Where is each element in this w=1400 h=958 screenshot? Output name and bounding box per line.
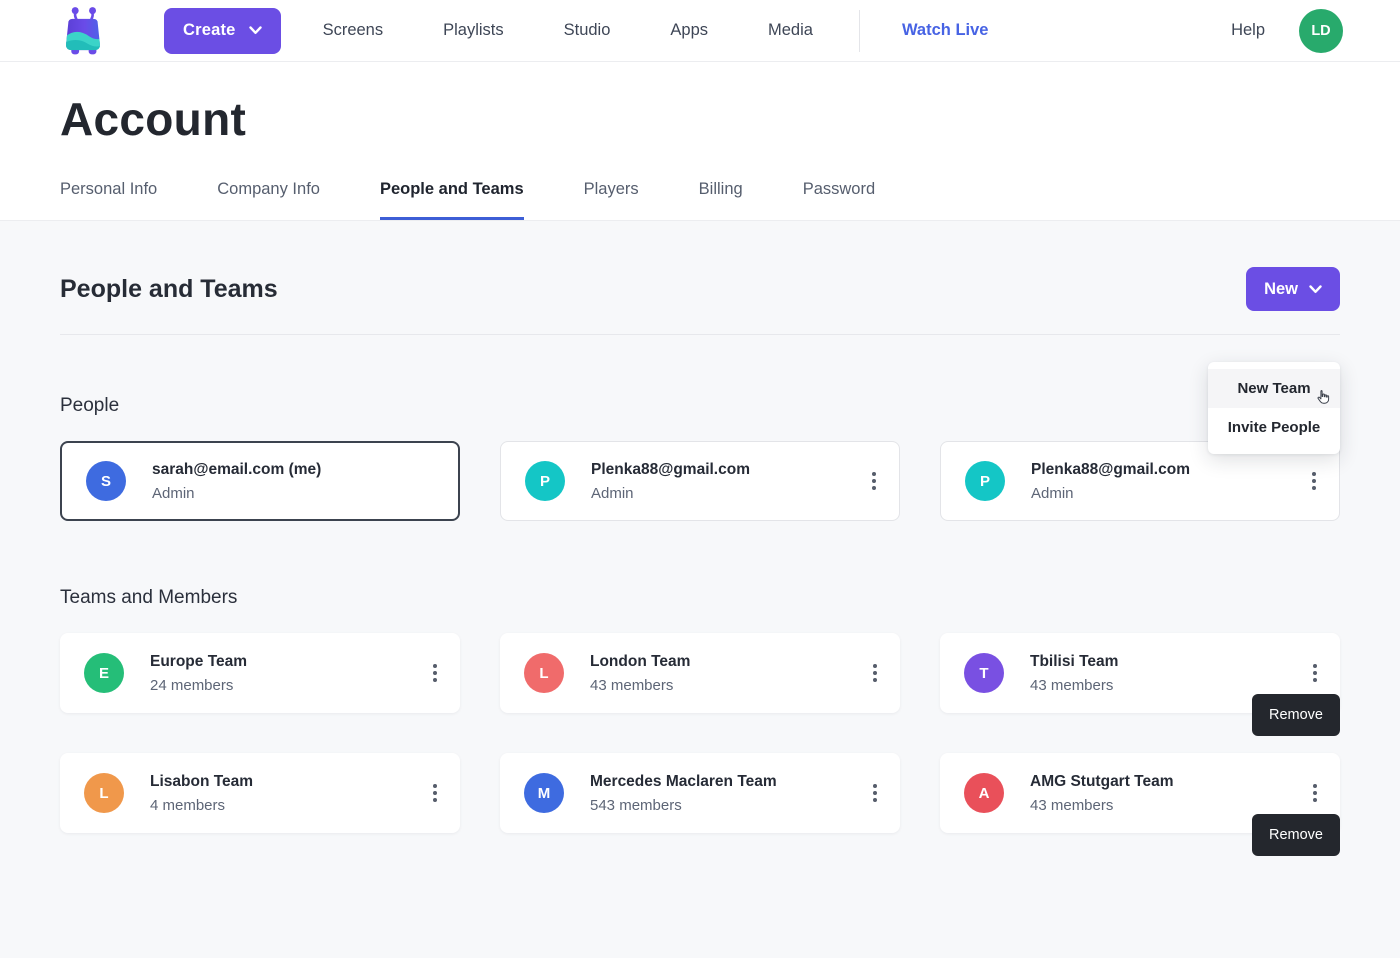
- avatar: E: [84, 653, 124, 693]
- user-avatar[interactable]: LD: [1299, 8, 1343, 53]
- nav-divider: [858, 9, 860, 52]
- kebab-menu-icon[interactable]: [1307, 464, 1321, 498]
- kebab-menu-icon[interactable]: [1308, 656, 1322, 690]
- new-dropdown-menu: New Team Invite People: [1208, 362, 1340, 454]
- people-heading: People: [60, 395, 120, 416]
- tab-personal-info[interactable]: Personal Info: [60, 180, 158, 198]
- team-members: 4 members: [150, 796, 226, 814]
- avatar: P: [525, 461, 565, 501]
- person-email: Plenka88@gmail.com: [591, 460, 750, 478]
- person-card[interactable]: S sarah@email.com (me) Admin: [60, 441, 460, 521]
- team-name: Mercedes Maclaren Team: [590, 772, 777, 790]
- team-card[interactable]: M Mercedes Maclaren Team 543 members: [500, 753, 900, 833]
- help-link[interactable]: Help: [1231, 21, 1265, 39]
- avatar: M: [524, 773, 564, 813]
- kebab-menu-icon[interactable]: [1308, 776, 1322, 810]
- team-card[interactable]: E Europe Team 24 members: [60, 633, 460, 713]
- menu-item-new-team[interactable]: New Team: [1208, 369, 1340, 408]
- person-card[interactable]: P Plenka88@gmail.com Admin: [500, 441, 900, 521]
- account-tabs: Personal Info Company Info People and Te…: [60, 180, 1340, 220]
- remove-tooltip[interactable]: Remove: [1252, 694, 1340, 736]
- teams-heading: Teams and Members: [60, 587, 238, 608]
- team-name: Europe Team: [150, 652, 248, 670]
- nav-item-playlists[interactable]: Playlists: [443, 21, 504, 39]
- people-cards: S sarah@email.com (me) Admin P Plenka88@…: [60, 441, 1340, 521]
- create-button-label: Create: [183, 21, 236, 39]
- nav-links: Screens Playlists Studio Apps Media: [323, 21, 813, 40]
- create-button[interactable]: Create: [164, 7, 281, 54]
- tab-billing[interactable]: Billing: [698, 180, 743, 198]
- person-role: Admin: [591, 484, 634, 502]
- avatar: P: [965, 461, 1005, 501]
- nav-item-media[interactable]: Media: [768, 21, 813, 39]
- team-members: 43 members: [590, 676, 674, 694]
- person-role: Admin: [152, 484, 195, 502]
- account-header: Account Personal Info Company Info Peopl…: [0, 62, 1400, 221]
- person-card[interactable]: P Plenka88@gmail.com Admin: [940, 441, 1340, 521]
- tab-company-info[interactable]: Company Info: [217, 180, 320, 198]
- team-members: 43 members: [1030, 676, 1114, 694]
- team-card[interactable]: T Tbilisi Team 43 members Remove: [940, 633, 1340, 736]
- person-role: Admin: [1031, 484, 1074, 502]
- avatar: A: [964, 773, 1004, 813]
- team-card[interactable]: A AMG Stutgart Team 43 members Remove: [940, 753, 1340, 856]
- person-email: Plenka88@gmail.com: [1031, 460, 1190, 478]
- new-button[interactable]: New: [1246, 267, 1340, 311]
- menu-item-new-team-label: New Team: [1237, 380, 1311, 397]
- tab-players[interactable]: Players: [583, 180, 639, 198]
- team-card[interactable]: L Lisabon Team 4 members: [60, 753, 460, 833]
- nav-item-screens[interactable]: Screens: [322, 21, 384, 39]
- new-button-label: New: [1264, 279, 1298, 298]
- avatar: L: [84, 773, 124, 813]
- tab-people-and-teams[interactable]: People and Teams: [379, 180, 524, 220]
- section-header: People and Teams New: [60, 267, 1340, 311]
- nav-item-apps[interactable]: Apps: [670, 21, 709, 39]
- team-name: Tbilisi Team: [1030, 652, 1119, 670]
- hand-cursor-icon: [1317, 390, 1330, 404]
- team-cards: E Europe Team 24 members L London Team 4…: [60, 633, 1340, 856]
- section-divider: [60, 334, 1340, 335]
- watch-live-link[interactable]: Watch Live: [901, 21, 989, 39]
- chevron-down-icon: [1309, 284, 1322, 293]
- team-name: AMG Stutgart Team: [1030, 772, 1174, 790]
- tab-password[interactable]: Password: [802, 180, 876, 198]
- team-members: 543 members: [590, 796, 682, 814]
- avatar: S: [86, 461, 126, 501]
- main-content: People and Teams New New Team Invite Peo…: [0, 267, 1400, 856]
- kebab-menu-icon[interactable]: [868, 776, 882, 810]
- menu-item-invite-people-label: Invite People: [1227, 419, 1321, 436]
- avatar: L: [524, 653, 564, 693]
- team-name: London Team: [590, 652, 691, 670]
- kebab-menu-icon[interactable]: [867, 464, 881, 498]
- top-nav: Create Screens Playlists Studio Apps Med…: [0, 0, 1400, 62]
- team-name: Lisabon Team: [150, 772, 254, 790]
- app-logo-icon[interactable]: [57, 5, 109, 57]
- menu-item-invite-people[interactable]: Invite People: [1208, 408, 1340, 447]
- chevron-down-icon: [248, 26, 262, 34]
- kebab-menu-icon[interactable]: [428, 656, 442, 690]
- kebab-menu-icon[interactable]: [868, 656, 882, 690]
- person-email: sarah@email.com (me): [152, 460, 322, 478]
- avatar: T: [964, 653, 1004, 693]
- kebab-menu-icon[interactable]: [428, 776, 442, 810]
- team-members: 43 members: [1030, 796, 1114, 814]
- team-members: 24 members: [150, 676, 234, 694]
- team-card[interactable]: L London Team 43 members: [500, 633, 900, 713]
- page-title: Account: [60, 93, 247, 145]
- section-title: People and Teams: [60, 274, 278, 303]
- remove-tooltip[interactable]: Remove: [1252, 814, 1340, 856]
- nav-item-studio[interactable]: Studio: [563, 21, 611, 39]
